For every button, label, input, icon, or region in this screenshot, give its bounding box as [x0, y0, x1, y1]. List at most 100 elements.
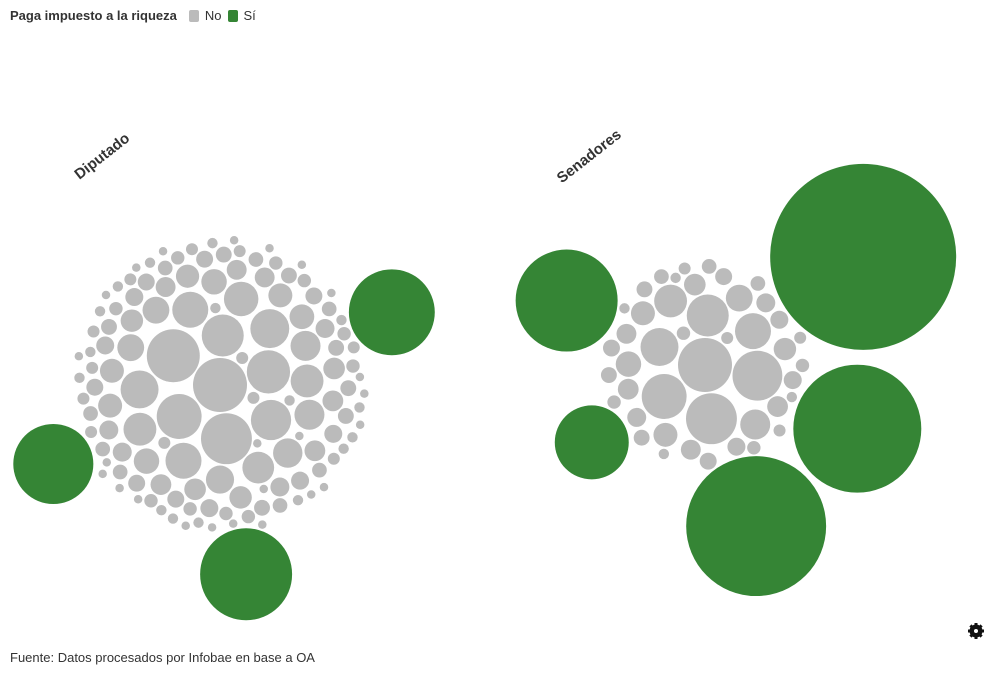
bubble	[258, 520, 267, 529]
bubble	[272, 498, 288, 513]
bubble	[156, 504, 167, 516]
bubble	[270, 477, 290, 497]
bubble	[85, 346, 96, 358]
bubble	[242, 451, 275, 484]
bubble	[607, 395, 621, 409]
bubble	[99, 358, 124, 383]
bubble	[112, 464, 128, 480]
bubble	[115, 483, 124, 493]
source-note: Fuente: Datos procesados por Infobae en …	[10, 650, 315, 665]
bubble	[233, 245, 246, 258]
bubble	[600, 367, 617, 383]
bubble	[123, 412, 157, 446]
bubble	[181, 521, 190, 531]
bubble	[676, 326, 691, 340]
bubble	[226, 259, 247, 280]
bubble	[109, 301, 123, 316]
bubble	[340, 380, 357, 397]
bubble	[658, 448, 670, 460]
bubble	[315, 319, 335, 339]
bubble	[175, 264, 200, 288]
bubble	[686, 294, 729, 337]
bubble	[602, 339, 620, 357]
bubble	[654, 269, 669, 284]
bubble	[355, 372, 365, 382]
bubble	[670, 272, 681, 284]
bubble	[273, 438, 303, 468]
bubble	[83, 406, 98, 421]
bubble	[633, 429, 650, 446]
bubble	[101, 290, 111, 300]
bubble	[137, 273, 155, 291]
bubble	[312, 462, 327, 478]
bubble	[146, 329, 200, 383]
bubble	[87, 325, 100, 338]
bubble	[347, 432, 358, 443]
bubble	[99, 420, 119, 440]
bubble	[193, 517, 204, 528]
bubble	[750, 276, 766, 291]
bubble	[360, 389, 369, 398]
bubble	[794, 331, 807, 344]
bubble	[292, 495, 304, 506]
bubble	[158, 436, 171, 449]
bubble	[653, 422, 678, 447]
bubble	[304, 440, 326, 462]
bubble	[686, 456, 827, 597]
bubble	[95, 441, 111, 457]
bubble	[184, 478, 206, 501]
bubble	[112, 281, 124, 292]
bubble	[219, 506, 233, 521]
bubble	[727, 437, 746, 456]
bubble	[783, 371, 802, 390]
bubble	[117, 334, 145, 362]
bubble	[265, 243, 274, 253]
bubble	[167, 513, 179, 524]
bubble	[336, 314, 347, 326]
bubble	[150, 474, 172, 495]
bubble	[322, 390, 344, 412]
bubble	[193, 358, 247, 412]
bubble	[678, 262, 691, 275]
bubble	[284, 395, 295, 406]
bubble	[678, 338, 732, 392]
bubble	[636, 281, 653, 298]
legend-label[interactable]: Sí	[243, 8, 256, 23]
bubble	[133, 448, 160, 474]
bubble	[205, 465, 235, 494]
bubble	[200, 528, 293, 621]
bubble	[699, 452, 717, 470]
bubble	[615, 351, 642, 377]
bubble	[98, 393, 123, 418]
bubble	[269, 256, 283, 270]
bubble	[770, 310, 789, 329]
bubble	[680, 439, 701, 460]
bubble	[250, 309, 290, 349]
bubble	[640, 328, 679, 367]
bubble	[112, 442, 132, 462]
settings-icon[interactable]	[968, 623, 984, 639]
bubble	[200, 499, 219, 518]
bubble	[732, 350, 783, 401]
bubble	[290, 364, 324, 398]
bubble	[86, 361, 99, 374]
legend: Paga impuesto a la riqueza No Sí	[10, 8, 256, 23]
bubble	[747, 441, 761, 455]
bubble	[253, 439, 262, 448]
bubble	[268, 283, 293, 308]
bubble	[683, 273, 706, 296]
legend-label[interactable]: No	[204, 8, 222, 23]
legend-swatch	[188, 9, 199, 22]
bubble	[215, 246, 232, 263]
bubble	[701, 259, 717, 274]
bubble	[207, 237, 218, 249]
bubble	[515, 249, 618, 352]
bubble	[247, 391, 260, 404]
bubble	[142, 296, 170, 324]
bubble	[786, 391, 798, 403]
bubble	[770, 163, 957, 350]
bubble	[259, 484, 268, 494]
bubble	[201, 314, 244, 357]
bubble	[305, 287, 323, 305]
